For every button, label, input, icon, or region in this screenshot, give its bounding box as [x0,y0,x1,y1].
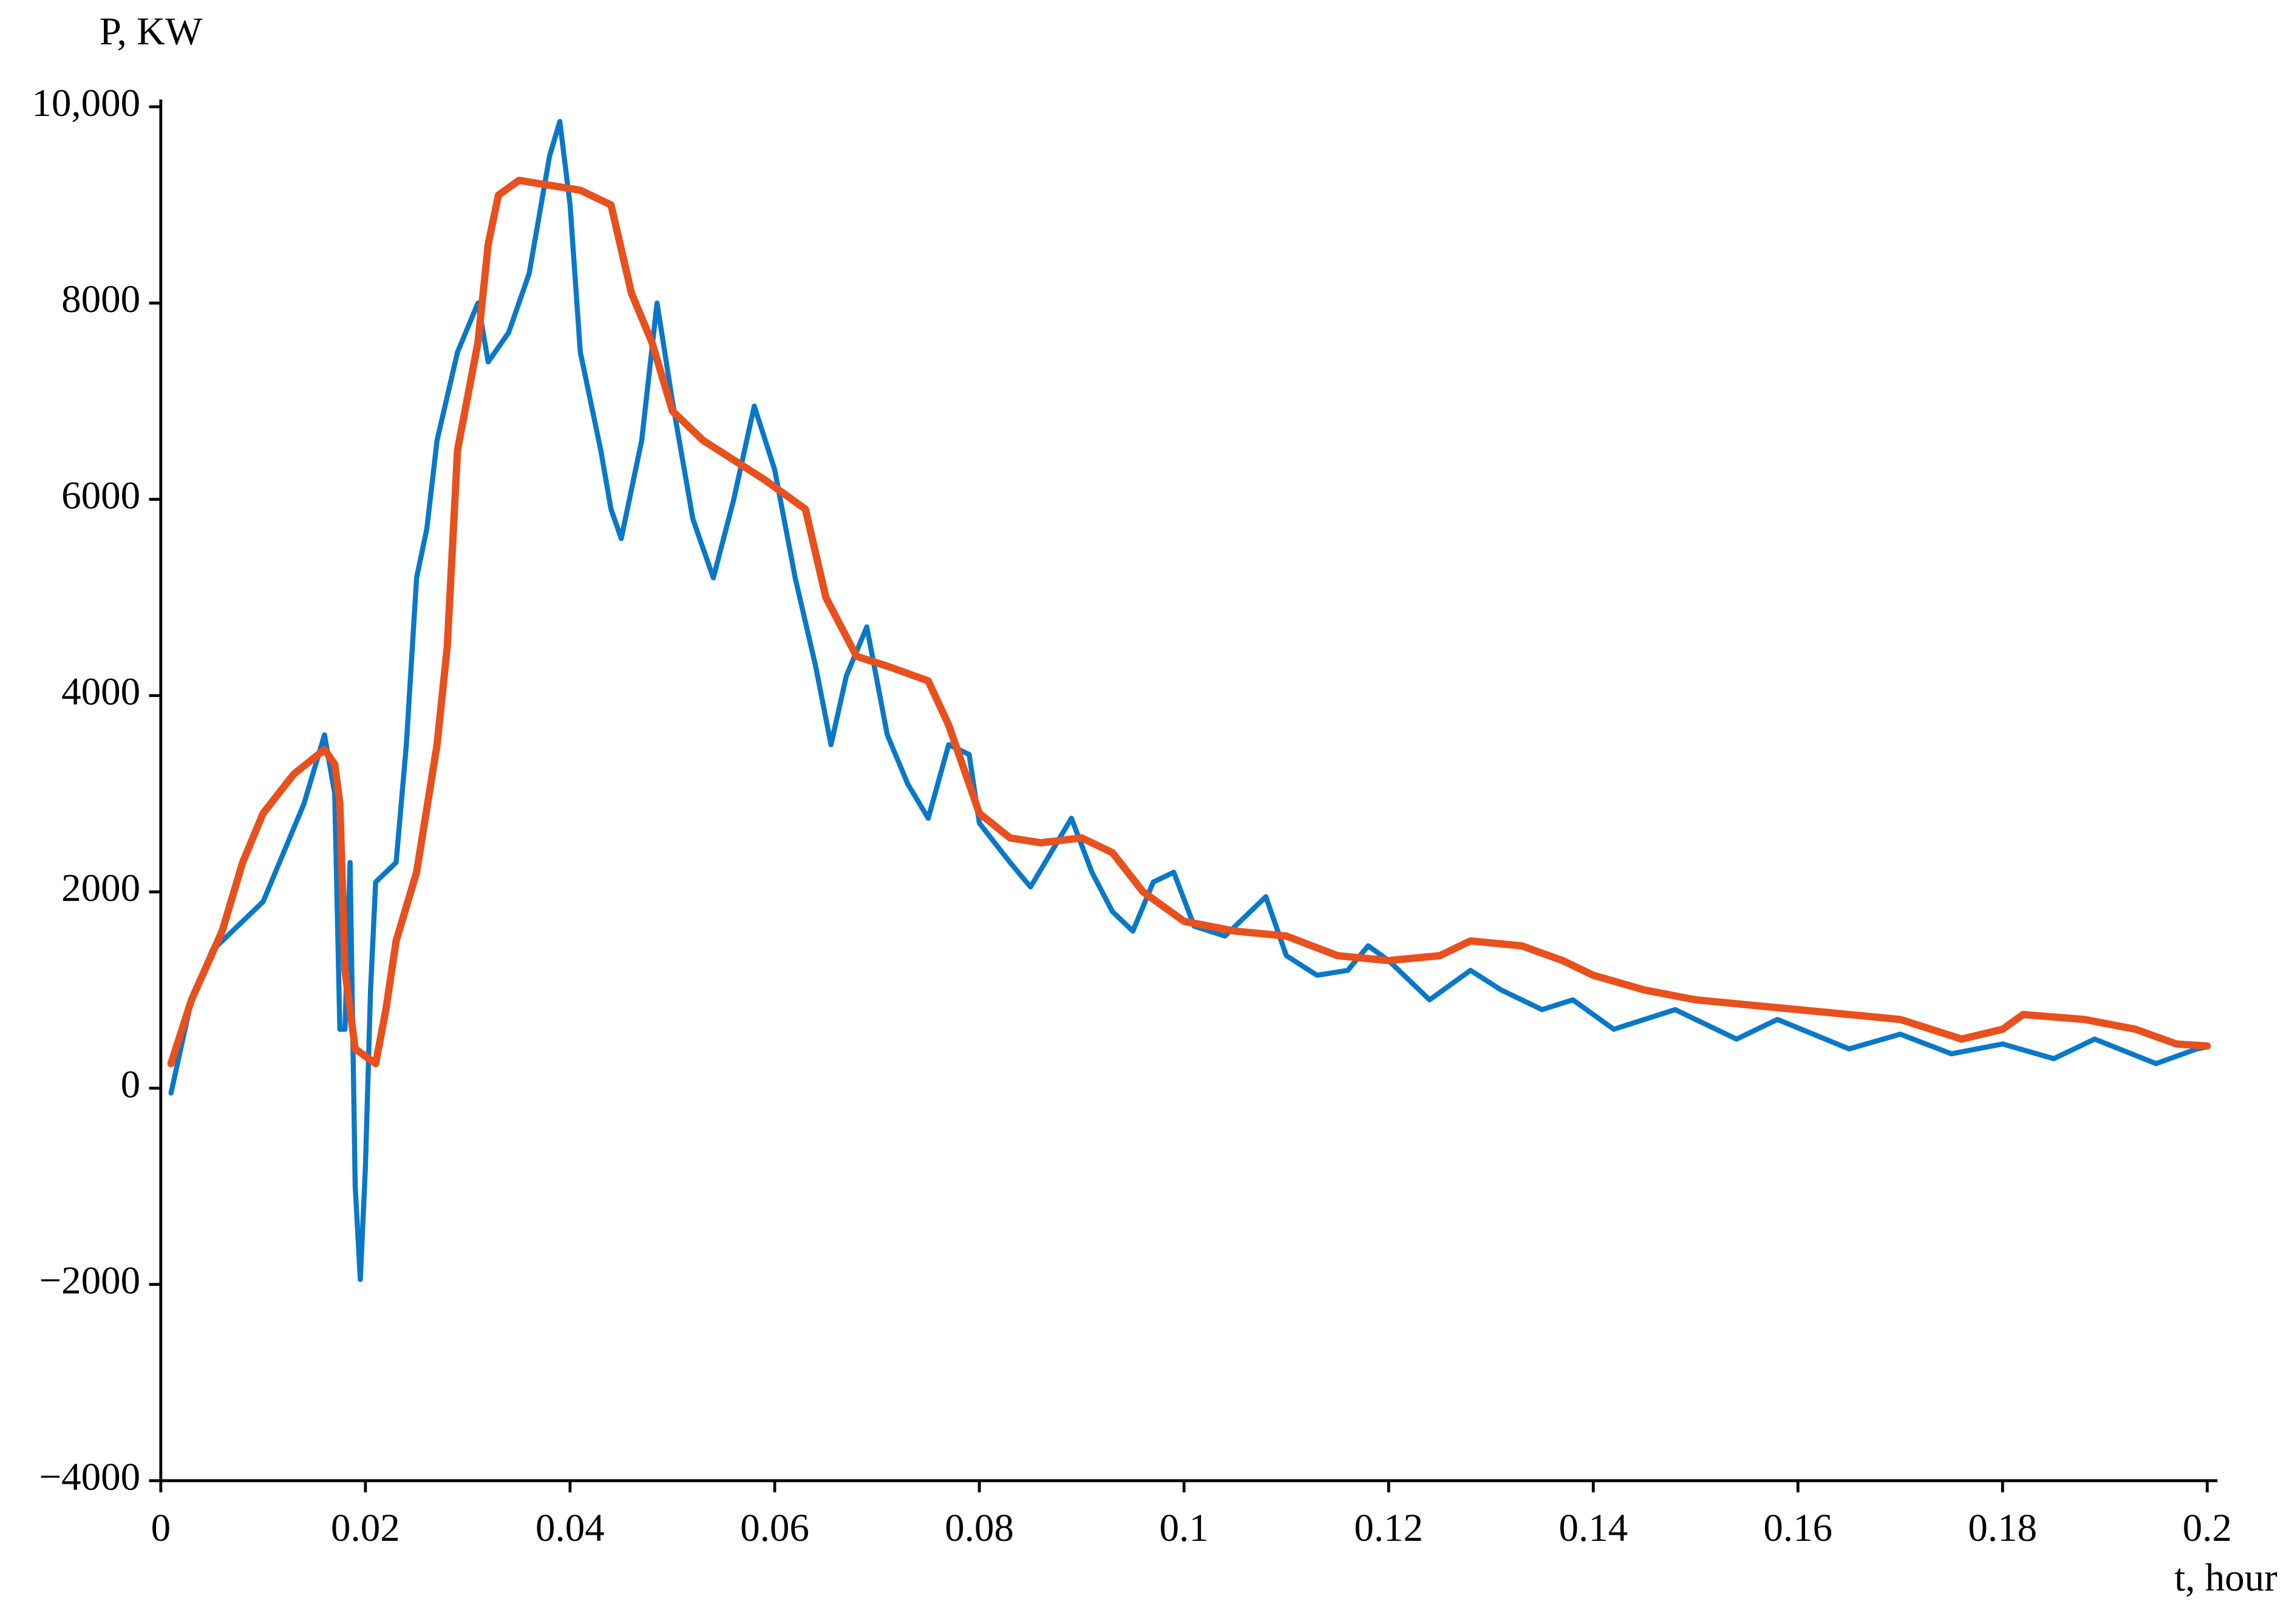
y-tick-label: 4000 [61,670,140,714]
data-line [168,118,2210,1282]
x-tick-label: 0.18 [1968,1506,2037,1550]
y-tick-label: −2000 [39,1259,140,1303]
y-tick-label: 0 [121,1062,141,1106]
y-tick-label: 2000 [61,866,140,910]
y-tick-label: 6000 [61,474,140,517]
y-tick-label: 8000 [61,277,140,321]
x-tick-label: 0.2 [2183,1506,2232,1550]
x-tick-label: 0 [151,1506,171,1550]
x-tick-label: 0.14 [1559,1506,1628,1550]
x-tick-label: 0.06 [740,1506,809,1550]
data-line [167,177,2211,1067]
x-tick-label: 0.16 [1763,1506,1832,1550]
x-tick-label: 0.02 [331,1506,400,1550]
x-tick-label: 0.12 [1354,1506,1423,1550]
x-axis-label: t, hour [2174,1556,2277,1600]
x-tick-label: 0.08 [945,1506,1014,1550]
y-tick-label: −4000 [39,1455,140,1499]
x-tick-label: 0.04 [536,1506,605,1550]
x-tick-label: 0.1 [1159,1506,1208,1550]
y-tick-label: 10,000 [32,81,140,125]
y-axis-label: P, KW [100,10,203,53]
